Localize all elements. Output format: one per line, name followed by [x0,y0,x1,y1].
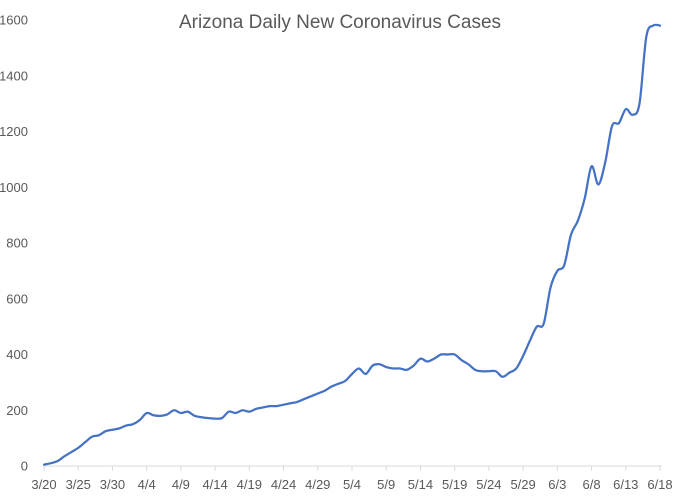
x-tick-label: 5/14 [408,477,433,492]
x-tick-label: 6/3 [548,477,566,492]
x-tick-label: 6/18 [647,477,672,492]
x-tick-label: 6/13 [613,477,638,492]
chart-title: Arizona Daily New Coronavirus Cases [179,12,501,33]
x-tick-label: 6/8 [583,477,601,492]
y-tick-label: 0 [21,459,28,474]
y-axis-tick-labels: 0 200 400 600 800 1000 1200 1400 1600 [0,13,28,474]
x-tick-label: 3/30 [100,477,125,492]
x-tick-label: 4/14 [202,477,227,492]
x-axis-ticks [43,466,661,471]
x-tick-label: 4/24 [271,477,296,492]
x-tick-label: 5/24 [476,477,501,492]
y-tick-label: 200 [6,403,28,418]
y-tick-label: 1400 [0,68,28,83]
x-tick-label: 4/9 [172,477,190,492]
y-tick-label: 1000 [0,180,28,195]
series-line-daily-cases [42,23,662,466]
y-tick-label: 800 [6,236,28,251]
x-tick-label: 4/29 [305,477,330,492]
y-tick-label: 1600 [0,13,28,28]
x-axis-tick-labels: 3/20 3/25 3/30 4/4 4/9 4/14 4/19 4/24 4/29 5/4 5/9… [31,477,672,492]
y-tick-label: 1200 [0,124,28,139]
x-tick-label: 3/25 [66,477,91,492]
x-tick-label: 4/19 [237,477,262,492]
y-tick-label: 600 [6,291,28,306]
y-tick-label: 400 [6,347,28,362]
x-tick-label: 5/19 [442,477,467,492]
x-tick-label: 5/4 [343,477,361,492]
x-tick-label: 5/29 [510,477,535,492]
x-tick-label: 4/4 [138,477,156,492]
x-tick-label: 3/20 [31,477,56,492]
x-tick-label: 5/9 [377,477,395,492]
